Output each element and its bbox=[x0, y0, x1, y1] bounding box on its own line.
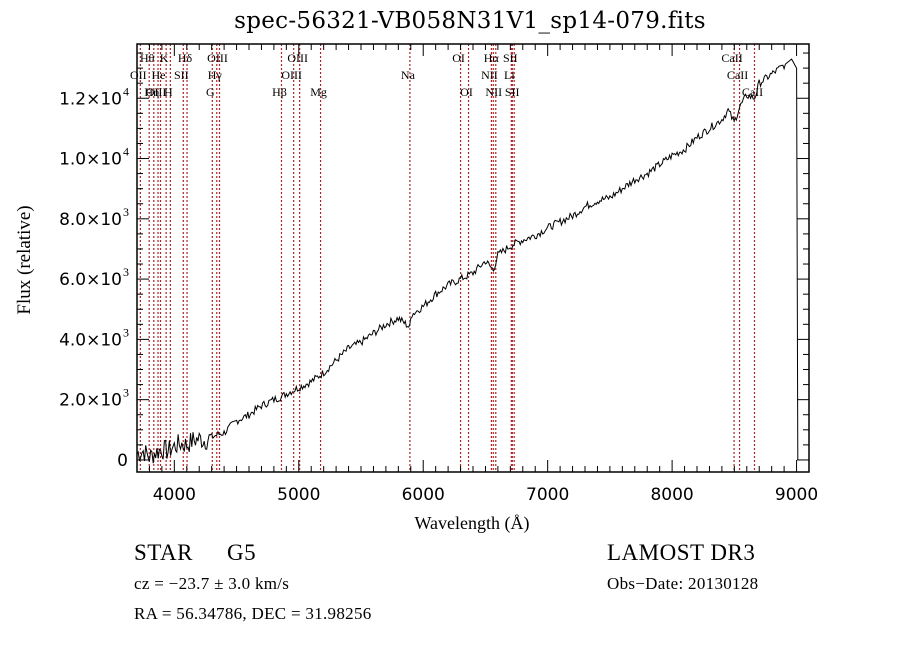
x-tick-label: 9000 bbox=[775, 485, 818, 505]
line-marker-label: Hδ bbox=[178, 51, 193, 65]
line-marker-label: NII bbox=[485, 85, 502, 99]
line-marker-label: Hβ bbox=[272, 85, 287, 99]
axis-ticks bbox=[137, 44, 809, 472]
y-tick-exponent: 3 bbox=[123, 265, 129, 279]
line-marker-label: OI bbox=[452, 51, 465, 65]
line-marker-label: Hη bbox=[144, 85, 159, 99]
x-tick-labels: 4000 5000 6000 7000 8000 9000 bbox=[153, 485, 818, 505]
y-tick-label: 8.0×10 bbox=[59, 210, 122, 230]
y-tick-label: 1.0×10 bbox=[59, 150, 122, 170]
obs-date: Obs−Date: 20130128 bbox=[607, 574, 759, 593]
line-marker-label: G bbox=[206, 85, 215, 99]
line-marker-label: Hα bbox=[484, 51, 500, 65]
line-marker-label: OIII bbox=[146, 85, 167, 99]
coordinates: RA = 56.34786, DEC = 31.98256 bbox=[134, 604, 372, 623]
line-marker-label: K bbox=[160, 51, 169, 65]
line-marker-label: Na bbox=[401, 68, 416, 82]
y-tick-label: 6.0×10 bbox=[59, 270, 122, 290]
x-tick-label: 6000 bbox=[402, 485, 445, 505]
y-tick-label: 0 bbox=[117, 451, 128, 471]
plot-frame bbox=[136, 43, 810, 473]
y-tick-exponent: 3 bbox=[123, 325, 129, 339]
line-marker-label: OI bbox=[460, 85, 473, 99]
line-marker-label: NII bbox=[481, 68, 498, 82]
y-tick-label: 4.0×10 bbox=[59, 330, 122, 350]
x-tick-label: 7000 bbox=[526, 485, 569, 505]
line-marker-label: OII bbox=[130, 68, 147, 82]
y-tick-exponent: 3 bbox=[123, 386, 129, 400]
survey-name: LAMOST DR3 bbox=[607, 540, 756, 565]
y-tick-label: 1.2×10 bbox=[59, 89, 122, 109]
line-marker-label: SII bbox=[503, 51, 518, 65]
line-marker-label: H bbox=[164, 85, 173, 99]
line-marker-label: OIII bbox=[287, 51, 308, 65]
line-marker-label: OIII bbox=[281, 68, 302, 82]
line-marker-label: Mg bbox=[310, 85, 327, 99]
chart-title: spec-56321-VB058N31V1_sp14-079.fits bbox=[234, 8, 706, 34]
x-tick-label: 5000 bbox=[277, 485, 320, 505]
object-class-text: STAR bbox=[134, 540, 193, 565]
y-tick-exponent: 4 bbox=[123, 84, 129, 98]
line-markers bbox=[139, 44, 756, 472]
redshift-readout: cz = −23.7 ± 3.0 km/s bbox=[134, 574, 290, 593]
line-marker-label: CaII bbox=[727, 68, 748, 82]
line-marker-label: SII bbox=[174, 68, 189, 82]
object-subclass: G5 bbox=[226, 540, 257, 565]
x-tick-label: 8000 bbox=[650, 485, 693, 505]
object-class: STAR G5 bbox=[134, 540, 256, 566]
y-tick-labels: 02.0×10 34.0×10 36.0×10 38.0×10 31.0×10 41.2×… bbox=[59, 84, 129, 471]
line-marker-label: OIII bbox=[207, 51, 228, 65]
line-marker-label: Li bbox=[504, 68, 515, 82]
y-tick-exponent: 3 bbox=[123, 205, 129, 219]
line-marker-label: SII bbox=[505, 85, 520, 99]
line-marker-label: Hγ bbox=[208, 68, 223, 82]
y-axis-label: Flux (relative) bbox=[14, 205, 35, 314]
line-marker-label: He bbox=[152, 68, 166, 82]
x-tick-label: 4000 bbox=[153, 485, 196, 505]
y-tick-exponent: 4 bbox=[123, 145, 129, 159]
y-tick-label: 2.0×10 bbox=[59, 391, 122, 411]
line-marker-label: Hθ bbox=[140, 51, 155, 65]
line-marker-label: CaII bbox=[721, 51, 742, 65]
x-axis-label: Wavelength (Å) bbox=[414, 513, 529, 534]
spectrum-line bbox=[136, 58, 799, 464]
